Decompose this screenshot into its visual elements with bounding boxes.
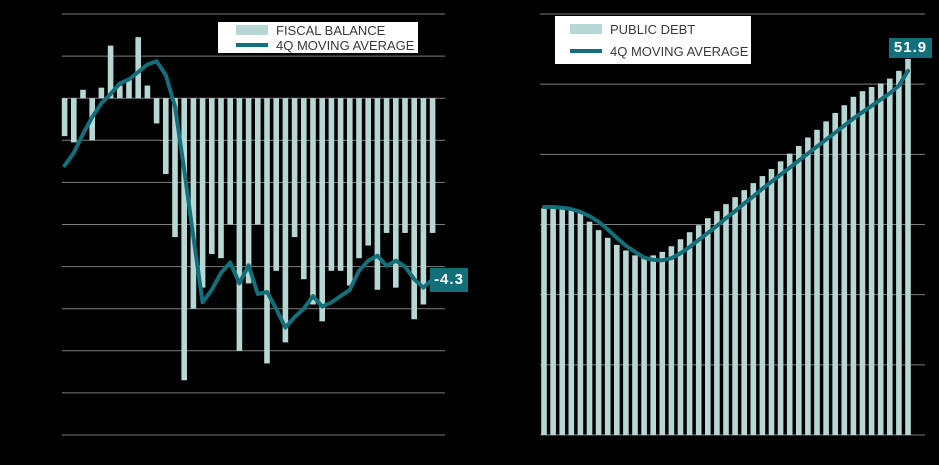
moving-average-line [542, 68, 910, 263]
public-debt-legend: PUBLIC DEBT 4Q MOVING AVERAGE [555, 16, 751, 64]
moving-average-legend-label: 4Q MOVING AVERAGE [276, 37, 415, 53]
fiscal-balance-legend-label: FISCAL BALANCE [276, 22, 386, 38]
public-debt-chart [540, 13, 925, 436]
legend-row: 4Q MOVING AVERAGE [570, 40, 751, 62]
legend-row: PUBLIC DEBT [570, 18, 751, 40]
bars [61, 37, 436, 381]
fiscal-balance-end-value-label: -4.3 [430, 268, 468, 292]
public-debt-end-value-label: 51.9 [889, 38, 932, 58]
bars [541, 58, 911, 436]
legend-row: 4Q MOVING AVERAGE [236, 38, 418, 53]
gridlines [62, 13, 445, 436]
moving-average-line-swatch [236, 43, 268, 47]
fiscal-balance-chart [61, 13, 445, 436]
legend-row: FISCAL BALANCE [236, 23, 418, 38]
fiscal-balance-legend: FISCAL BALANCE 4Q MOVING AVERAGE [218, 22, 418, 53]
fiscal-balance-bar-swatch [236, 25, 268, 35]
public-debt-legend-label: PUBLIC DEBT [610, 21, 696, 37]
moving-average-line [62, 59, 435, 330]
moving-average-line-swatch [570, 49, 602, 53]
moving-average-legend-label: 4Q MOVING AVERAGE [610, 43, 749, 59]
public-debt-bar-swatch [570, 24, 602, 34]
